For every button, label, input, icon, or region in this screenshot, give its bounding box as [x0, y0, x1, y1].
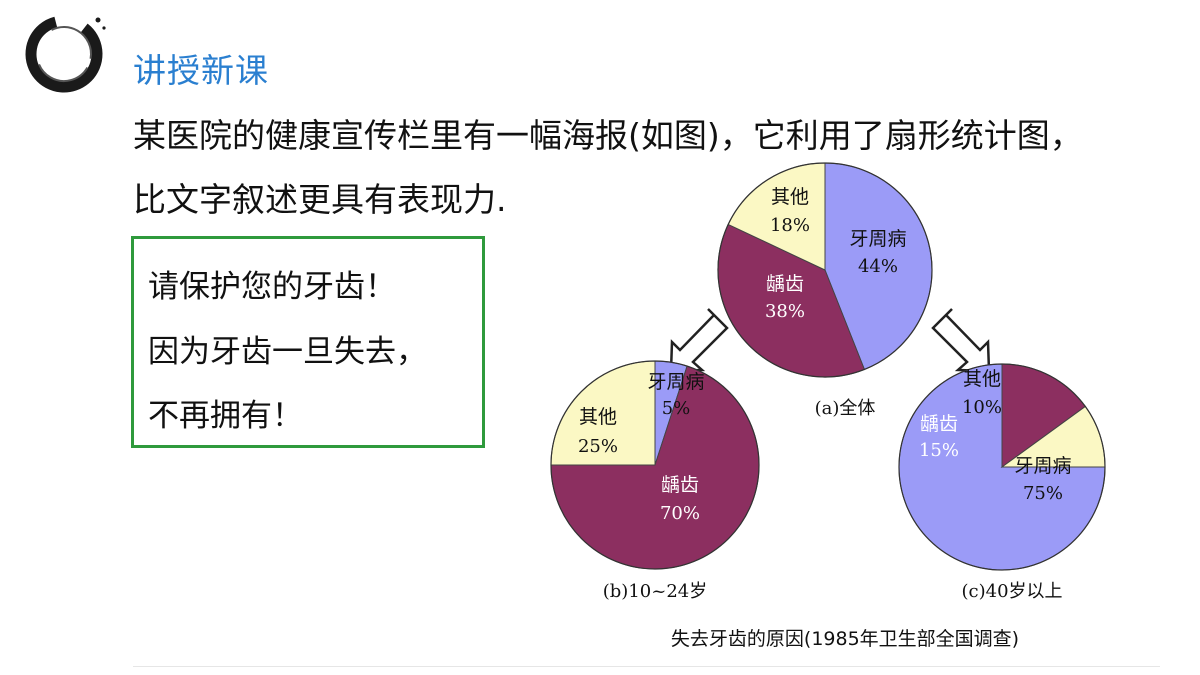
section-title: 讲授新课: [133, 51, 269, 90]
slice-value-label: 25%: [578, 436, 618, 457]
slice-label: 龋齿: [920, 413, 958, 435]
slice-label: 牙周病: [1014, 455, 1071, 477]
slice-value-label: 15%: [919, 440, 959, 461]
chart-title: (a)全体: [815, 398, 876, 419]
slice-value-label: 44%: [858, 256, 898, 277]
slice-value-label: 38%: [765, 301, 805, 322]
slice-value-label: 10%: [962, 397, 1002, 418]
slice-value-label: 70%: [660, 503, 700, 524]
intro-line-1: 某医院的健康宣传栏里有一幅海报(如图)，它利用了扇形统计图，: [133, 116, 1083, 155]
slice-label: 其他: [579, 406, 617, 428]
brush-circle-logo: [25, 15, 106, 93]
arrow-down-right-icon: [931, 308, 991, 373]
pie-outline: [550, 360, 760, 570]
slice-value-label: 75%: [1023, 483, 1063, 504]
poster-line-2: 因为牙齿一旦失去，: [148, 334, 427, 370]
slice-label: 其他: [963, 368, 1001, 390]
slice-label: 牙周病: [647, 371, 704, 393]
poster-box: 请保护您的牙齿！ 因为牙齿一旦失去， 不再拥有！: [131, 236, 485, 448]
slice-label: 龋齿: [766, 273, 804, 295]
bottom-divider: [133, 666, 1160, 667]
pie-outline: [898, 363, 1106, 571]
chart-title: (b)10~24岁: [603, 581, 707, 602]
figure-caption: 失去牙齿的原因(1985年卫生部全国调查): [671, 628, 1019, 650]
arrow-down-left-icon: [669, 308, 729, 373]
poster-line-1: 请保护您的牙齿！: [148, 269, 396, 305]
chart-title: (c)40岁以上: [961, 581, 1062, 602]
intro-line-2: 比文字叙述更具有表现力.: [133, 180, 507, 219]
poster-line-3: 不再拥有！: [148, 398, 303, 434]
slice-value-label: 18%: [770, 215, 810, 236]
pie-outline: [717, 162, 933, 378]
slice-value-label: 5%: [662, 398, 691, 419]
slice-label: 牙周病: [849, 228, 906, 250]
slice-label: 龋齿: [661, 474, 699, 496]
slice-label: 其他: [771, 186, 809, 208]
